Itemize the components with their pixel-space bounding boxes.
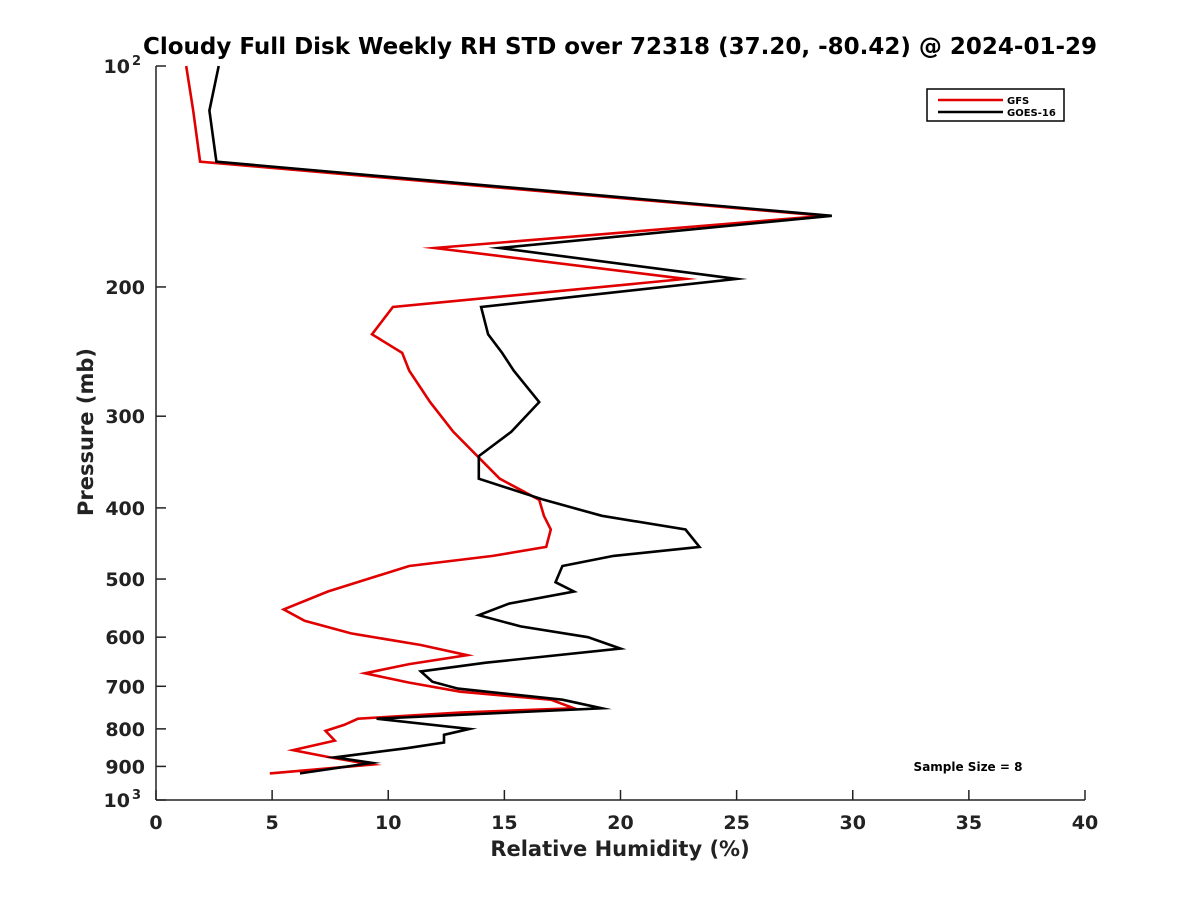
x-axis-label: Relative Humidity (%) [490, 837, 749, 861]
y-tick-label: 300 [105, 406, 145, 428]
y-tick-label: 10 [104, 790, 130, 812]
legend-label: GFS [1007, 96, 1029, 107]
x-tick-label: 40 [1072, 812, 1098, 834]
x-tick-label: 20 [607, 812, 633, 834]
series-layer [184, 65, 832, 775]
y-tick-label: 600 [105, 627, 145, 649]
series-line-goes-16 [208, 65, 832, 775]
x-tick-label: 5 [266, 812, 279, 834]
x-tick-label: 30 [840, 812, 866, 834]
y-tick-label: 500 [105, 569, 145, 591]
x-tick-label: 25 [723, 812, 749, 834]
y-tick-label: 700 [105, 676, 145, 698]
y-axis-label: Pressure (mb) [74, 348, 98, 516]
sample-size-annotation: Sample Size = 8 [914, 760, 1023, 774]
chart-title: Cloudy Full Disk Weekly RH STD over 7231… [143, 34, 1097, 60]
y-tick-label: 900 [105, 756, 145, 778]
x-tick-label: 15 [491, 812, 517, 834]
y-tick-exponent: 3 [132, 788, 141, 803]
y-tick-label: 400 [105, 498, 145, 520]
x-tick-label: 0 [149, 812, 162, 834]
y-tick-exponent: 2 [132, 54, 141, 69]
x-tick-label: 35 [956, 812, 982, 834]
y-tick-label: 200 [105, 277, 145, 299]
legend-label: GOES-16 [1007, 108, 1056, 119]
legend-box [926, 88, 1065, 122]
series-line-gfs [184, 65, 826, 775]
y-tick-label: 10 [104, 56, 130, 78]
x-tick-label: 10 [375, 812, 401, 834]
y-tick-label: 800 [105, 719, 145, 741]
